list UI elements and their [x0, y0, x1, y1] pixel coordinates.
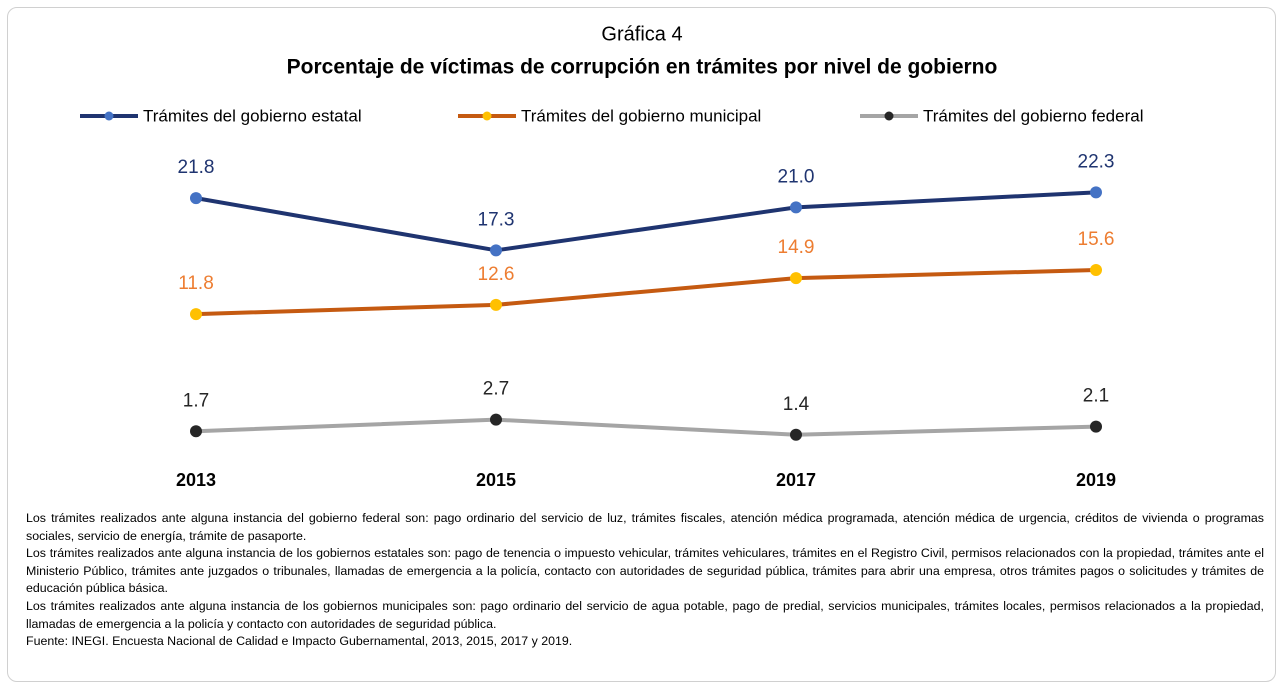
data-label: 11.8 — [178, 273, 214, 294]
note: Los trámites realizados ante alguna inst… — [26, 511, 1264, 543]
data-label: 1.7 — [183, 390, 209, 411]
x-tick-label: 2019 — [1076, 470, 1116, 490]
point — [190, 425, 202, 438]
x-tick-label: 2013 — [176, 470, 216, 490]
data-label: 1.4 — [783, 394, 810, 415]
point — [1090, 186, 1102, 199]
data-label: 12.6 — [478, 264, 515, 285]
note: Los trámites realizados ante alguna inst… — [26, 546, 1264, 596]
data-label: 2.7 — [483, 379, 509, 400]
point — [1090, 264, 1102, 277]
legend-label: Trámites del gobierno federal — [923, 106, 1144, 125]
x-tick-label: 2015 — [476, 470, 516, 490]
legend-marker — [482, 111, 492, 121]
legend-marker — [104, 111, 114, 121]
legend-label: Trámites del gobierno municipal — [521, 106, 761, 125]
series-line — [195, 190, 1097, 253]
point — [790, 428, 802, 441]
point — [490, 413, 502, 426]
data-label: 2.1 — [1083, 386, 1109, 407]
point — [490, 244, 502, 257]
x-tick-label: 2017 — [776, 470, 816, 490]
data-label: 17.3 — [478, 209, 515, 230]
series-line — [195, 268, 1097, 317]
data-label: 21.8 — [178, 157, 215, 178]
point — [790, 201, 802, 214]
point — [790, 272, 802, 285]
chart-title: Porcentaje de víctimas de corrupción en … — [287, 56, 998, 79]
point — [1090, 420, 1102, 433]
notes: Los trámites realizados ante alguna inst… — [26, 510, 1264, 651]
note: Fuente: INEGI. Encuesta Nacional de Cali… — [26, 634, 573, 649]
series-line — [195, 417, 1097, 437]
frame — [7, 7, 1276, 682]
note: Los trámites realizados ante alguna inst… — [26, 598, 1264, 631]
data-label: 21.0 — [778, 166, 815, 187]
legend-label: Trámites del gobierno estatal — [143, 106, 362, 125]
data-label: 15.6 — [1078, 229, 1115, 250]
data-label: 22.3 — [1078, 151, 1115, 172]
data-label: 14.9 — [778, 237, 815, 258]
chart: Gráfica 4 Porcentaje de víctimas de corr… — [80, 23, 1144, 490]
point — [490, 298, 502, 311]
legend-marker — [884, 111, 894, 121]
point — [190, 308, 202, 321]
chart-label: Gráfica 4 — [601, 23, 682, 45]
point — [190, 192, 202, 205]
